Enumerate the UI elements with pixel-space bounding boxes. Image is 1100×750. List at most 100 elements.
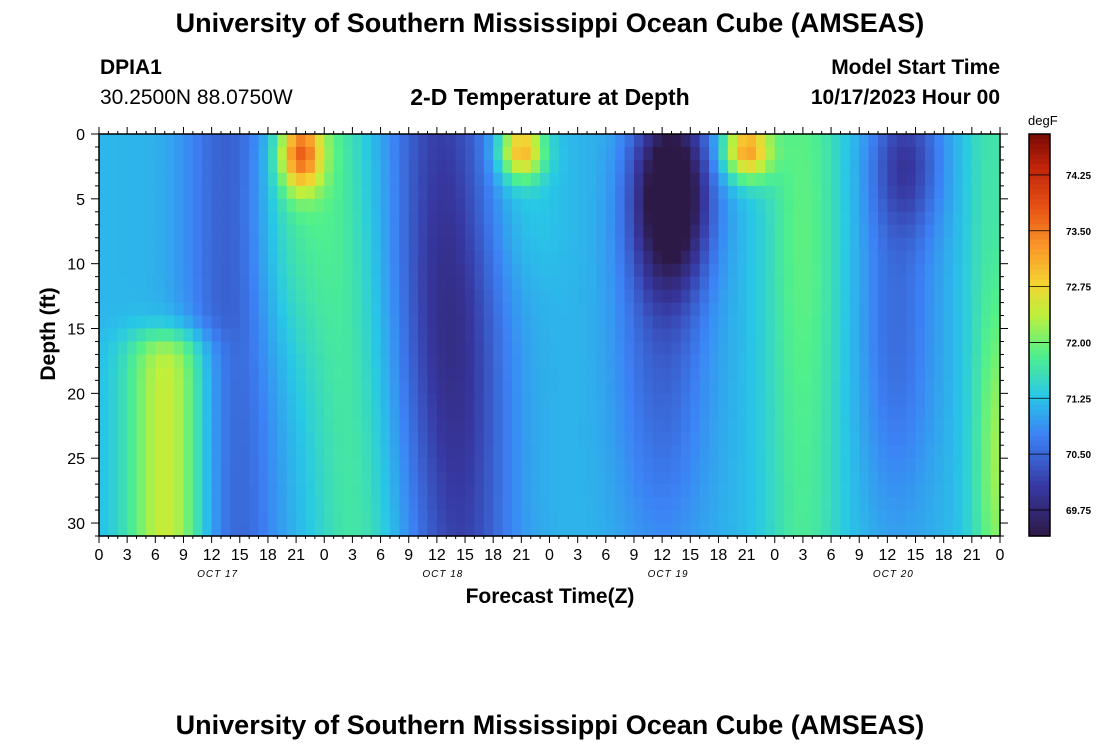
heatmap-cell [709,315,720,330]
heatmap-cell [812,419,823,433]
heatmap-cell [530,224,541,239]
heatmap-cell [305,289,316,304]
heatmap-cell [502,510,513,524]
heatmap-cell [709,302,720,317]
heatmap-cell [718,445,729,459]
heatmap-cell [765,328,776,343]
heatmap-cell [136,302,147,317]
heatmap-cell [587,315,598,330]
heatmap-cell [915,159,926,174]
heatmap-cell [99,380,109,394]
heatmap-cell [915,328,926,343]
heatmap-cell [230,159,241,174]
heatmap-cell [981,198,992,213]
heatmap-cell [577,276,588,291]
heatmap-cell [465,393,476,407]
heatmap-cell [812,510,823,524]
heatmap-cell [971,471,982,485]
heatmap-cell [136,445,147,459]
heatmap-cell [202,263,213,278]
heatmap-cell [502,328,513,343]
heatmap-cell [164,315,175,330]
heatmap-cell [709,445,720,459]
heatmap-cell [662,341,673,356]
heatmap-cell [192,393,203,407]
heatmap-cell [587,419,598,433]
heatmap-cell [793,159,804,174]
heatmap-cell [277,224,288,239]
heatmap-cell [361,432,372,446]
heatmap-cell [877,146,888,161]
heatmap-cell [211,198,222,213]
heatmap-cell [718,211,729,226]
heatmap-cell [465,224,476,239]
heatmap-cell [690,315,701,330]
heatmap-cell [887,276,898,291]
heatmap-cell [267,471,278,485]
heatmap-cell [474,380,485,394]
heatmap-cell [709,146,720,161]
heatmap-cell [615,419,626,433]
heatmap-cell [849,250,860,265]
heatmap-cell [324,198,335,213]
heatmap-cell [662,328,673,343]
heatmap-cell [493,471,504,485]
heatmap-cell [239,393,250,407]
heatmap-cell [333,497,344,511]
heatmap-cell [990,250,1001,265]
heatmap-cell [877,134,888,148]
heatmap-cell [596,497,607,511]
heatmap-cell [211,159,222,174]
heatmap-cell [718,432,729,446]
heatmap-cell [906,471,917,485]
heatmap-cell [324,393,335,407]
heatmap-cell [568,380,579,394]
heatmap-cell [605,393,616,407]
heatmap-cell [493,406,504,420]
heatmap-cell [859,419,870,433]
heatmap-cell [352,406,363,420]
heatmap-cell [521,328,532,343]
heatmap-cell [530,458,541,472]
heatmap-cell [709,237,720,252]
heatmap-cell [849,172,860,187]
heatmap-cell [802,419,813,433]
heatmap-cell [164,484,175,498]
heatmap-cell [211,328,222,343]
heatmap-cell [558,484,569,498]
heatmap-cell [690,159,701,174]
heatmap-cell [934,523,945,537]
heatmap-cell [887,172,898,187]
heatmap-cell [671,380,682,394]
heatmap-cell [699,393,710,407]
heatmap-cell [521,250,532,265]
heatmap-cell [258,484,269,498]
heatmap-cell [849,380,860,394]
heatmap-cell [343,263,354,278]
heatmap-cell [399,263,410,278]
heatmap-cell [877,367,888,381]
heatmap-cell [511,354,522,369]
heatmap-cell [380,302,391,317]
heatmap-cell [183,471,194,485]
heatmap-cell [455,367,466,381]
colorbar-tick-label: 72.75 [1066,283,1091,294]
heatmap-cell [418,134,429,148]
heatmap-cell [727,458,738,472]
heatmap-cell [962,484,973,498]
heatmap-cell [258,134,269,148]
heatmap-cell [474,134,485,148]
heatmap-cell [155,458,166,472]
heatmap-cell [455,432,466,446]
heatmap-cell [859,302,870,317]
heatmap-cell [680,445,691,459]
heatmap-cell [305,134,316,148]
heatmap-cell [465,445,476,459]
heatmap-cell [164,198,175,213]
heatmap-cell [755,458,766,472]
heatmap-cell [962,445,973,459]
heatmap-cell [943,315,954,330]
heatmap-cell [211,224,222,239]
heatmap-cell [924,250,935,265]
heatmap-cell [727,367,738,381]
